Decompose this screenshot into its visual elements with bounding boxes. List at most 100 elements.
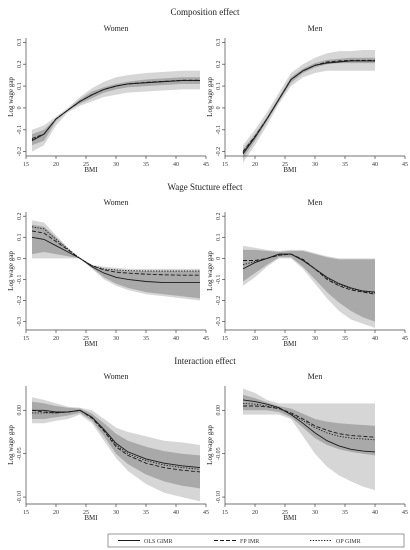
y-tick-label: -0.1 [17, 125, 23, 135]
y-tick-label: 0.1 [216, 234, 222, 242]
y-tick-label: 0.2 [216, 60, 222, 68]
confidence-band [243, 394, 375, 456]
x-tick-label: 20 [53, 162, 59, 168]
x-tick-label: 15 [222, 162, 228, 168]
x-tick-label: 40 [173, 162, 179, 168]
legend-label: FP IMR [240, 539, 259, 545]
y-tick-label: -0.05 [17, 447, 23, 460]
y-tick-label: 0.1 [216, 82, 222, 90]
y-tick-label: 0.3 [216, 39, 222, 47]
y-tick-label: -0.1 [17, 275, 23, 285]
y-axis-label: Log wage gap [206, 251, 214, 291]
x-tick-label: 25 [83, 510, 89, 516]
legend-label: OP GIMR [336, 539, 361, 545]
series-line-dashed [243, 253, 376, 295]
y-axis-label: Log wage gap [7, 425, 15, 465]
y-axis-label: Log wage gap [206, 425, 214, 465]
y-tick-label: 0.2 [17, 212, 23, 220]
x-tick-label: 45 [203, 336, 209, 342]
y-tick-label: 0 [216, 257, 222, 260]
y-tick-label: 0.00 [216, 405, 222, 416]
y-tick-label: -0.2 [216, 147, 222, 157]
row-title-composition: Composition effect [170, 7, 240, 17]
legend: OLS GIMR FP IMR OP GIMR [107, 533, 405, 548]
series-line-solid [32, 409, 201, 469]
y-tick-label: 0.2 [216, 212, 222, 220]
y-tick-label: 0 [17, 106, 23, 109]
x-tick-label: 40 [372, 162, 378, 168]
x-tick-label: 35 [342, 162, 348, 168]
x-tick-label: 15 [222, 510, 228, 516]
confidence-band [32, 224, 200, 299]
panel-title: Women [104, 372, 129, 381]
x-tick-label: 25 [282, 162, 288, 168]
x-tick-label: 45 [203, 510, 209, 516]
x-tick-label: 30 [113, 336, 119, 342]
confidence-band [32, 77, 200, 146]
x-tick-label: 20 [53, 510, 59, 516]
x-tick-label: 15 [222, 336, 228, 342]
x-tick-label: 25 [282, 510, 288, 516]
x-tick-label: 20 [252, 336, 258, 342]
y-tick-label: -0.1 [216, 125, 222, 135]
x-tick-label: 30 [312, 336, 318, 342]
x-tick-label: 15 [23, 336, 29, 342]
series-line-dashed [31, 230, 200, 276]
series-line-dotted [242, 253, 376, 294]
row-title-wage-structure: Wage Stucture effect [167, 182, 243, 192]
x-tick-label: 15 [23, 162, 29, 168]
y-tick-label: 0 [17, 257, 23, 260]
panel-2-0: Women 15 20 25 30 35 40 45 -0.10 -0.05 0.00 BMI Log … [7, 372, 209, 522]
y-axis-label: Log wage gap [206, 77, 214, 117]
panel-title: Men [308, 198, 323, 207]
series-line-dotted [242, 402, 376, 441]
x-tick-label: 25 [282, 336, 288, 342]
legend-box [107, 533, 405, 548]
x-tick-label: 20 [53, 336, 59, 342]
x-tick-label: 35 [342, 510, 348, 516]
y-axis-label: Log wage gap [7, 77, 15, 117]
y-tick-label: 0.1 [17, 234, 23, 242]
panel-title: Men [308, 24, 323, 33]
x-tick-label: 30 [113, 162, 119, 168]
x-tick-label: 35 [143, 510, 149, 516]
panel-0-1: Men 15 20 25 30 35 40 45 -0.2 -0.1 0 0.1 0.2 0.3 BMI Lo… [206, 24, 408, 174]
x-tick-label: 30 [113, 510, 119, 516]
x-tick-label: 45 [203, 162, 209, 168]
y-tick-label: -0.10 [216, 491, 222, 504]
x-axis-label: BMI [84, 340, 98, 348]
x-tick-label: 40 [372, 336, 378, 342]
y-tick-label: -0.10 [17, 491, 23, 504]
y-tick-label: 0.2 [17, 60, 23, 68]
y-tick-label: -0.3 [17, 317, 23, 327]
x-axis-label: BMI [84, 514, 98, 522]
y-tick-label: -0.2 [17, 296, 23, 306]
x-tick-label: 20 [252, 510, 258, 516]
x-tick-label: 15 [23, 510, 29, 516]
y-tick-label: -0.1 [216, 275, 222, 285]
y-tick-label: -0.3 [216, 317, 222, 327]
x-tick-label: 40 [173, 510, 179, 516]
y-tick-label: 0.00 [17, 405, 23, 416]
panel-2-1: Men 15 20 25 30 35 40 45 -0.10 -0.05 0.00 BMI Log wa… [206, 372, 408, 522]
y-tick-label: -0.2 [17, 147, 23, 157]
series-line-dashed [31, 409, 201, 473]
panel-title: Women [104, 198, 129, 207]
x-tick-label: 30 [312, 510, 318, 516]
x-axis-label: BMI [283, 514, 297, 522]
y-tick-label: 0.3 [17, 39, 23, 47]
x-tick-label: 45 [402, 336, 408, 342]
y-axis-label: Log wage gap [7, 251, 15, 291]
x-tick-label: 30 [312, 162, 318, 168]
y-tick-label: 0.1 [17, 82, 23, 90]
series-line-dashed [243, 405, 376, 438]
x-axis-label: BMI [283, 340, 297, 348]
series-line-dashed [31, 79, 200, 139]
panel-1-0: Women 15 20 25 30 35 40 45 0.2 0.1 0 -0.1 -0.2 -0.3 BM… [7, 198, 209, 348]
x-tick-label: 40 [372, 510, 378, 516]
panel-1-1: Men 15 20 25 30 35 40 45 0.2 0.1 0 -0.1 -0.2 -0.3 BMI L… [206, 198, 408, 348]
confidence-band [243, 388, 375, 491]
series-line-dashed [242, 59, 375, 152]
